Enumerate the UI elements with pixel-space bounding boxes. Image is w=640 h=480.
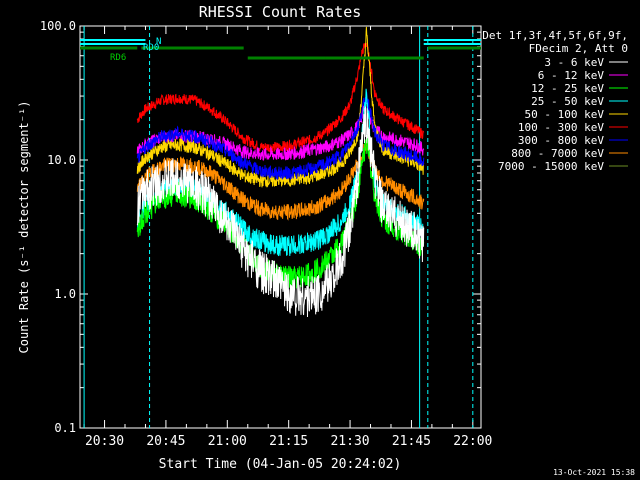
legend-entry-label: 6 - 12 keV: [538, 69, 605, 82]
series-line: [136, 92, 425, 181]
x-tick-label: 20:30: [85, 434, 124, 449]
x-axis-label: Start Time (04-Jan-05 20:24:02): [159, 457, 402, 472]
annotation-label: RD6: [110, 53, 126, 63]
x-tick-label: 21:00: [208, 434, 247, 449]
y-tick-label: 1.0: [54, 287, 76, 301]
y-tick-label: 0.1: [54, 421, 76, 435]
series-line: [136, 42, 425, 153]
legend-entry-label: 7000 - 15000 keV: [498, 160, 604, 173]
legend-header: Det 1f,3f,4f,5f,6f,9f,: [482, 29, 628, 42]
series-line: [136, 26, 425, 188]
annotation-label: N: [156, 37, 161, 47]
legend-entry-label: 25 - 50 keV: [531, 95, 604, 108]
annotation-label: RD0: [143, 43, 159, 53]
legend: Det 1f,3f,4f,5f,6f,9f,FDecim 2, Att 03 -…: [482, 29, 628, 173]
plot-frame: [79, 25, 482, 429]
plot-area: 0.1 1.0 10.0 100.0 20:30 20:45 21:00 21:15 21:30…: [40, 19, 493, 449]
y-tick-label: 100.0: [40, 19, 76, 33]
x-tick-label: 21:15: [269, 434, 308, 449]
footer-date: 13-Oct-2021 15:38: [553, 468, 635, 477]
legend-entry-label: 50 - 100 keV: [525, 108, 605, 121]
series-line: [136, 106, 425, 318]
legend-header: FDecim 2, Att 0: [529, 42, 628, 55]
x-tick-label: 21:45: [392, 434, 431, 449]
y-tick-label: 10.0: [47, 153, 76, 167]
x-tick-label: 20:45: [146, 434, 185, 449]
legend-entry-label: 800 - 7000 keV: [511, 147, 604, 160]
y-axis-label: Count Rate (s⁻¹ detector segment⁻¹): [17, 101, 31, 354]
chart-title: RHESSI Count Rates: [199, 3, 362, 21]
legend-entry-label: 100 - 300 keV: [518, 121, 604, 134]
legend-entry-label: 12 - 25 keV: [531, 82, 604, 95]
legend-entry-label: 300 - 800 keV: [518, 134, 604, 147]
legend-entry-label: 3 - 6 keV: [544, 56, 604, 69]
x-tick-label: 22:00: [453, 434, 492, 449]
x-tick-label: 21:30: [330, 434, 369, 449]
